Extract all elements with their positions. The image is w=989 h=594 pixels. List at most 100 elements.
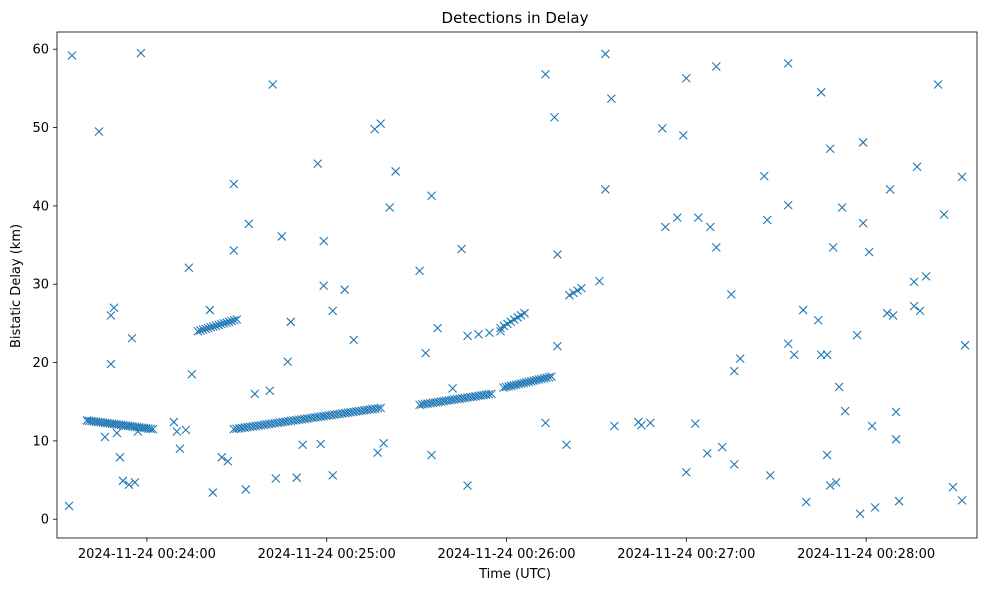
y-tick-label: 40: [32, 199, 49, 214]
detection-marker: [313, 159, 323, 168]
detection-marker: [783, 339, 793, 349]
detection-marker: [277, 232, 287, 241]
detection-marker: [858, 218, 868, 228]
x-tick-label: 2024-11-24 00:26:00: [437, 547, 575, 562]
data-markers: [64, 48, 970, 519]
detection-marker: [82, 416, 92, 425]
detection-marker: [169, 417, 179, 427]
track-point-marker: [536, 374, 546, 384]
detection-marker: [783, 200, 793, 210]
track-point-marker: [519, 378, 529, 388]
detection-marker: [109, 303, 119, 313]
track-point-marker: [209, 322, 218, 331]
track-point-marker: [433, 397, 443, 407]
detection-marker: [681, 467, 691, 477]
detection-marker: [100, 432, 110, 442]
detection-marker: [909, 277, 919, 287]
track-point-marker: [439, 396, 448, 406]
track-point-marker: [468, 392, 478, 402]
detection-marker: [427, 450, 436, 460]
detection-marker: [870, 503, 880, 512]
track-point-marker: [531, 375, 541, 385]
detection-marker: [67, 51, 77, 60]
track-point-marker: [436, 397, 446, 406]
track-point-marker: [547, 372, 556, 382]
detection-marker: [765, 470, 775, 480]
detection-marker: [888, 311, 898, 320]
detection-marker: [789, 350, 799, 360]
track-point-marker: [219, 318, 229, 328]
detection-marker: [181, 425, 191, 435]
track-point-marker: [504, 382, 513, 391]
detection-marker: [184, 263, 194, 273]
detection-marker: [933, 80, 943, 89]
track-point-marker: [224, 317, 234, 327]
detection-marker: [265, 386, 275, 396]
track-point-marker: [569, 288, 578, 298]
detection-marker: [645, 418, 655, 428]
detection-marker: [115, 452, 125, 462]
detection-marker: [601, 49, 610, 59]
plot-area: [56, 31, 978, 539]
track-point-marker: [193, 326, 203, 336]
detection-marker: [298, 440, 308, 450]
detection-marker: [595, 276, 604, 286]
track-point-marker: [447, 395, 456, 405]
detection-marker: [840, 406, 850, 416]
track-point-marker: [481, 390, 491, 400]
x-tick-label: 2024-11-24 00:24:00: [78, 547, 216, 562]
detection-marker: [562, 440, 571, 450]
detection-marker: [912, 162, 922, 172]
track-point-marker: [506, 381, 516, 391]
detection-marker: [316, 439, 326, 449]
y-axis-label: Bistatic Delay (km): [9, 224, 24, 348]
track-point-marker: [417, 400, 427, 409]
detection-marker: [127, 333, 137, 343]
track-point-marker: [484, 389, 494, 399]
track-point-marker: [521, 378, 531, 387]
track-point-marker: [373, 403, 383, 413]
track-point-marker: [460, 393, 470, 403]
detection-marker: [711, 243, 721, 252]
detection-marker: [693, 213, 703, 223]
detection-marker: [852, 330, 862, 340]
detection-marker: [702, 449, 712, 458]
track-point-marker: [514, 379, 524, 389]
track-point-marker: [431, 398, 440, 407]
track-point-marker: [441, 396, 451, 406]
detection-marker: [657, 123, 667, 133]
detection-marker: [136, 48, 146, 58]
detection-marker: [678, 131, 688, 140]
detection-marker: [705, 222, 715, 232]
track-point-marker: [146, 424, 156, 434]
detection-marker: [601, 185, 610, 194]
detection-marker: [130, 477, 140, 487]
detection-marker: [118, 476, 128, 486]
detection-marker: [798, 305, 808, 315]
detection-marker: [379, 438, 389, 448]
track-point-marker: [509, 380, 518, 390]
track-point-marker: [496, 326, 505, 336]
detection-marker: [241, 485, 251, 494]
chart-title: Detections in Delay: [442, 9, 589, 27]
track-point-marker: [524, 377, 534, 387]
x-tick-label: 2024-11-24 00:25:00: [258, 547, 396, 562]
detection-marker: [187, 369, 197, 379]
detection-marker: [292, 473, 302, 483]
detection-marker: [553, 341, 562, 351]
track-point-marker: [565, 290, 574, 300]
track-point-marker: [542, 373, 551, 383]
detection-marker: [885, 185, 895, 194]
detection-marker: [328, 470, 338, 480]
y-tick-label: 20: [32, 356, 49, 371]
detection-marker: [681, 73, 691, 83]
detection-marker: [822, 450, 832, 460]
track-point-marker: [529, 376, 539, 386]
detection-marker: [837, 203, 847, 212]
detection-marker: [229, 246, 239, 255]
detection-marker: [373, 448, 383, 458]
x-axis-label: Time (UTC): [478, 567, 551, 582]
detection-marker: [64, 501, 74, 511]
detection-marker: [822, 350, 832, 360]
